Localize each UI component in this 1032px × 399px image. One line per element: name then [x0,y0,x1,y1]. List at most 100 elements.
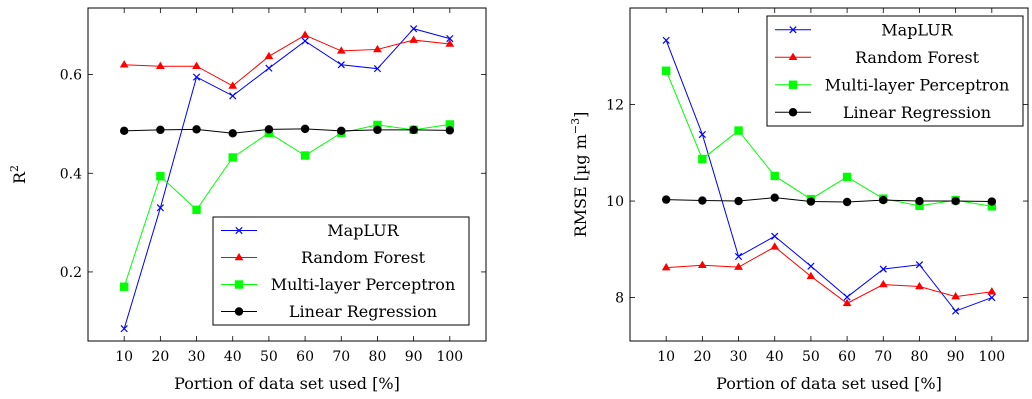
data-point [988,293,996,302]
plot-frame [87,7,487,342]
data-point [771,232,779,240]
legend-marker [234,307,244,316]
y-axis-label-sup: −3 [569,118,582,134]
x-axis-label: Portion of data set used [%] [716,374,942,393]
data-point [156,172,165,181]
y-axis-label-base: RMSE [µg m [571,134,590,237]
x-tick-label: 60 [838,349,856,365]
data-point [842,197,852,207]
data-point [336,46,346,54]
series-line [666,197,992,203]
data-point [300,124,310,134]
data-point [915,281,924,290]
legend-marker [788,52,798,61]
x-tick-label: 40 [224,349,242,365]
data-point [373,65,382,73]
y-axis-label: RMSE [µg m−3] [569,112,590,238]
y-axis-label: R2 [8,165,29,184]
x-tick-label: 100 [436,349,463,365]
data-point [445,39,455,47]
series-line [666,246,992,304]
legend-label: Linear Regression [843,103,991,122]
data-point [264,51,274,60]
legend-marker [788,108,798,117]
data-point [879,195,888,205]
legend-box [212,216,470,326]
y-axis-label-base: R [10,171,29,184]
data-point [228,153,237,162]
data-point [661,263,671,271]
plot-frame [629,7,1029,342]
x-tick-label: 80 [911,349,929,365]
data-point [806,197,816,206]
legend: MapLUR Random Forest Multi-layer Perceptro… [766,15,1024,127]
data-point [192,61,201,69]
chart-1: 10 20 30 40 50 60 70 80 90 100 0.2 0.4 0.6 Portion of… [8,7,487,393]
data-point [445,120,455,129]
data-point [192,125,201,134]
series-maplur [120,25,454,333]
data-point [806,271,816,280]
data-point [734,252,743,261]
data-point [228,129,237,138]
data-point [264,125,274,134]
x-tick-label: 30 [188,349,206,365]
data-point [987,197,997,206]
legend-marker [235,226,243,235]
data-point [409,35,419,43]
data-point [987,287,997,295]
legend-label: Random Forest [855,48,980,67]
data-point [807,262,815,270]
data-point [410,25,418,33]
y-axis-label-end: ] [571,112,590,118]
legend-marker [234,280,244,289]
x-tick-label: 100 [978,349,1005,365]
data-point [842,172,852,182]
x-tick-label: 80 [369,349,387,365]
x-tick-label: 10 [657,349,675,365]
data-point [300,151,310,160]
data-point [915,196,924,206]
data-point [155,61,165,69]
data-point [698,130,706,139]
x-tick-label: 20 [693,349,711,365]
series-maplur [662,36,996,315]
y-tick-label: 0.6 [60,68,82,84]
x-tick-label: 50 [802,349,820,365]
series-line [123,28,450,329]
data-point [698,154,707,164]
data-point [734,196,743,206]
data-point [987,202,997,211]
data-point [952,307,960,315]
series-linear-regression [661,193,997,207]
data-point [662,36,670,44]
data-point [951,196,960,206]
data-point [879,265,887,273]
data-point [301,37,309,45]
data-point [734,126,743,135]
data-point [915,201,924,211]
series-line [665,70,992,207]
data-point [300,30,310,38]
data-point [337,126,346,136]
data-point [697,260,707,268]
legend-label: Random Forest [301,248,426,267]
legend-marker [788,80,798,89]
series-random-forest [119,30,455,89]
series-random-forest [661,242,997,307]
x-tick-label: 50 [260,349,278,365]
data-point [337,61,345,69]
x-tick-label: 90 [405,349,423,365]
data-point [661,195,671,204]
y-tick-label: 8 [615,291,624,307]
data-point [661,66,671,75]
data-point [119,60,129,68]
data-point [192,73,201,81]
legend-label: MapLUR [327,221,399,240]
legend-label: Multi-layer Perceptron [825,75,1010,94]
legend-box [766,15,1024,127]
data-point [770,193,779,202]
data-point [446,34,454,43]
x-tick-label: 90 [947,349,965,365]
